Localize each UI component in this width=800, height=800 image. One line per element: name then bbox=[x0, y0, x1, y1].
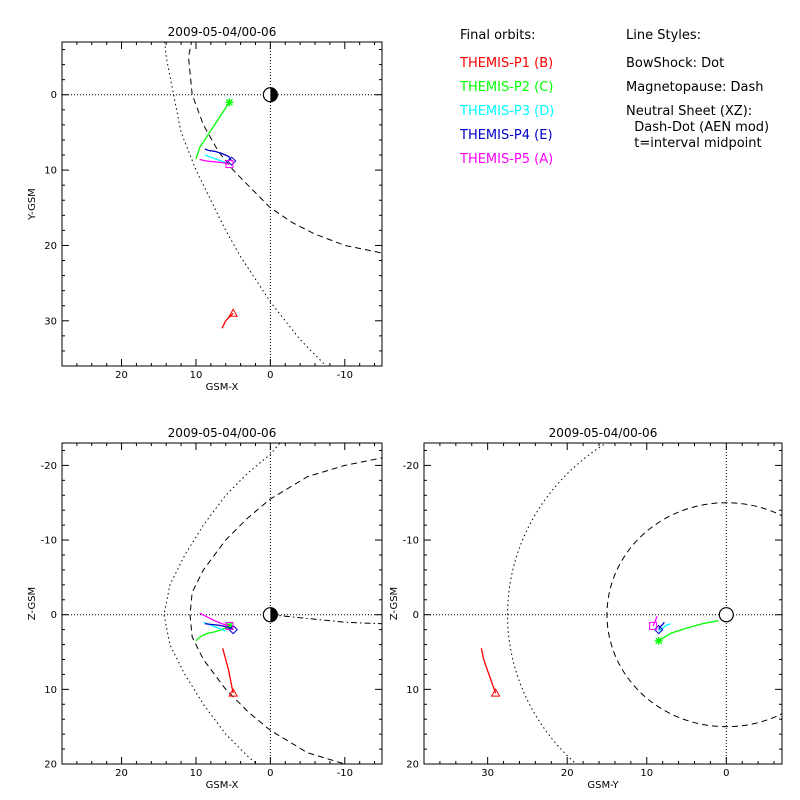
y-tick-label: -10 bbox=[403, 536, 419, 547]
x-tick-label: 20 bbox=[115, 370, 128, 381]
panel-yz: 30 20 10 0 -20 -10 0 10 20 GSM-Y Z-GSM 2009-05-04/0… bbox=[389, 426, 783, 791]
y-tick-label: 20 bbox=[406, 760, 419, 771]
x-axis-label: GSM-Y bbox=[587, 780, 619, 791]
marker-p4 bbox=[228, 624, 238, 635]
y-tick-label: 10 bbox=[44, 685, 57, 696]
plot-area-xy bbox=[62, 42, 382, 366]
orbit-p5 bbox=[652, 615, 658, 627]
x-axis-label: GSM-X bbox=[206, 780, 239, 791]
y-tick-label: -10 bbox=[41, 536, 57, 547]
marker-p1 bbox=[228, 688, 239, 697]
orbit-p5 bbox=[199, 612, 230, 627]
panel-xz: 20 10 0 -10 -20 -10 0 10 20 GSM-X Z-GSM 2009-05-04/… bbox=[27, 426, 383, 791]
orbit-p5 bbox=[199, 158, 230, 165]
y-tick-label: 0 bbox=[51, 610, 57, 621]
orbit-p4 bbox=[658, 621, 665, 630]
orbit-p2 bbox=[195, 625, 230, 642]
chart-title: 2009-05-04/00-06 bbox=[549, 426, 658, 440]
legend-probe-p2: THEMIS-P2 (C) bbox=[460, 80, 554, 95]
marker-p4 bbox=[226, 156, 237, 166]
orbit-p1 bbox=[480, 648, 497, 694]
y-axis-label: Z-GSM bbox=[27, 587, 38, 620]
orbit-p3 bbox=[658, 623, 671, 632]
x-tick-label: 20 bbox=[561, 768, 574, 779]
marker-p1 bbox=[490, 688, 501, 697]
orbit-p1 bbox=[221, 312, 234, 329]
marker-p4 bbox=[653, 624, 664, 635]
earth-nightside bbox=[270, 607, 278, 622]
x-axis-label: GSM-X bbox=[206, 382, 239, 393]
legend-style-magnetopause: Magnetopause: Dash bbox=[626, 80, 764, 95]
orbit-p3 bbox=[204, 154, 226, 164]
y-tick-label: 0 bbox=[413, 610, 419, 621]
magnetopause_circle-curve bbox=[606, 502, 782, 728]
y-tick-label: -20 bbox=[403, 461, 419, 472]
x-tick-label: 20 bbox=[115, 768, 128, 779]
x-tick-label: 10 bbox=[640, 768, 653, 779]
x-tick-label: -10 bbox=[337, 370, 353, 381]
x-tick-label: 10 bbox=[190, 370, 203, 381]
y-tick-label: 10 bbox=[44, 166, 57, 177]
y-tick-label: 10 bbox=[406, 685, 419, 696]
earth-nightside bbox=[270, 87, 278, 102]
legend-probe-p1: THEMIS-P1 (B) bbox=[460, 56, 554, 71]
x-tick-label: -10 bbox=[337, 768, 353, 779]
legend-probe-p5: THEMIS-P5 (A) bbox=[460, 152, 554, 167]
legend-probe-p4: THEMIS-P4 (E) bbox=[460, 128, 553, 143]
orbit-p1 bbox=[222, 648, 234, 694]
marker-p2 bbox=[225, 98, 234, 107]
legend-probe-p3: THEMIS-P3 (D) bbox=[460, 104, 555, 119]
bowshock-curve bbox=[164, 42, 327, 366]
legend-style-neutral-sheet: Neutral Sheet (XZ): bbox=[626, 104, 753, 119]
bowshock_circle-curve bbox=[507, 443, 608, 764]
marker-p2 bbox=[654, 636, 663, 645]
x-tick-label: 30 bbox=[481, 768, 494, 779]
y-tick-label: 0 bbox=[51, 90, 57, 101]
legend-style-bowshock: BowShock: Dot bbox=[626, 56, 725, 71]
plot-frame-xy bbox=[61, 41, 383, 367]
chart-title: 2009-05-04/00-06 bbox=[168, 426, 277, 440]
ticks-xz bbox=[61, 443, 382, 765]
plot-frame-yz bbox=[423, 442, 783, 765]
marker-p5 bbox=[225, 621, 234, 630]
earth-icon bbox=[718, 607, 734, 623]
orbit-p2 bbox=[658, 620, 719, 642]
ticks-yz bbox=[423, 443, 782, 765]
x-tick-label: 0 bbox=[267, 768, 273, 779]
ticks-xy bbox=[61, 42, 382, 367]
plot-area-xz bbox=[62, 443, 382, 764]
legend-styles-header: Line Styles: bbox=[626, 28, 702, 43]
neutral_sheet-curve bbox=[270, 614, 382, 625]
marker-p1 bbox=[228, 308, 239, 317]
orbit-p2 bbox=[195, 101, 230, 160]
legend-orbits-header: Final orbits: bbox=[460, 28, 536, 43]
chart-title: 2009-05-04/00-06 bbox=[168, 25, 277, 39]
y-axis-label: Z-GSM bbox=[389, 587, 400, 620]
y-axis-label: Y-GSM bbox=[27, 188, 38, 221]
y-tick-label: 20 bbox=[44, 760, 57, 771]
magnetopause-curve bbox=[187, 42, 382, 254]
y-tick-label: 30 bbox=[44, 316, 57, 327]
legend-style-dashdot: Dash-Dot (AEN mod) bbox=[626, 120, 770, 135]
x-tick-label: 0 bbox=[723, 768, 729, 779]
orbit-p4 bbox=[204, 148, 233, 162]
x-tick-label: 0 bbox=[267, 370, 273, 381]
plot-frame-xz bbox=[61, 442, 383, 765]
plot-area-yz bbox=[424, 443, 782, 764]
x-tick-label: 10 bbox=[190, 768, 203, 779]
marker-p5 bbox=[649, 621, 658, 630]
legend-style-midpoint: t=interval midpoint bbox=[626, 136, 762, 151]
y-tick-label: -20 bbox=[41, 461, 57, 472]
y-tick-label: 20 bbox=[44, 241, 57, 252]
marker-p5 bbox=[225, 160, 234, 169]
panel-xy: 20 10 0 -10 0 10 20 30 GSM-X Y-GSM 2009-05-04/00-0… bbox=[27, 25, 383, 393]
magnetopause-curve bbox=[189, 457, 382, 764]
orbit-p4 bbox=[204, 623, 234, 631]
